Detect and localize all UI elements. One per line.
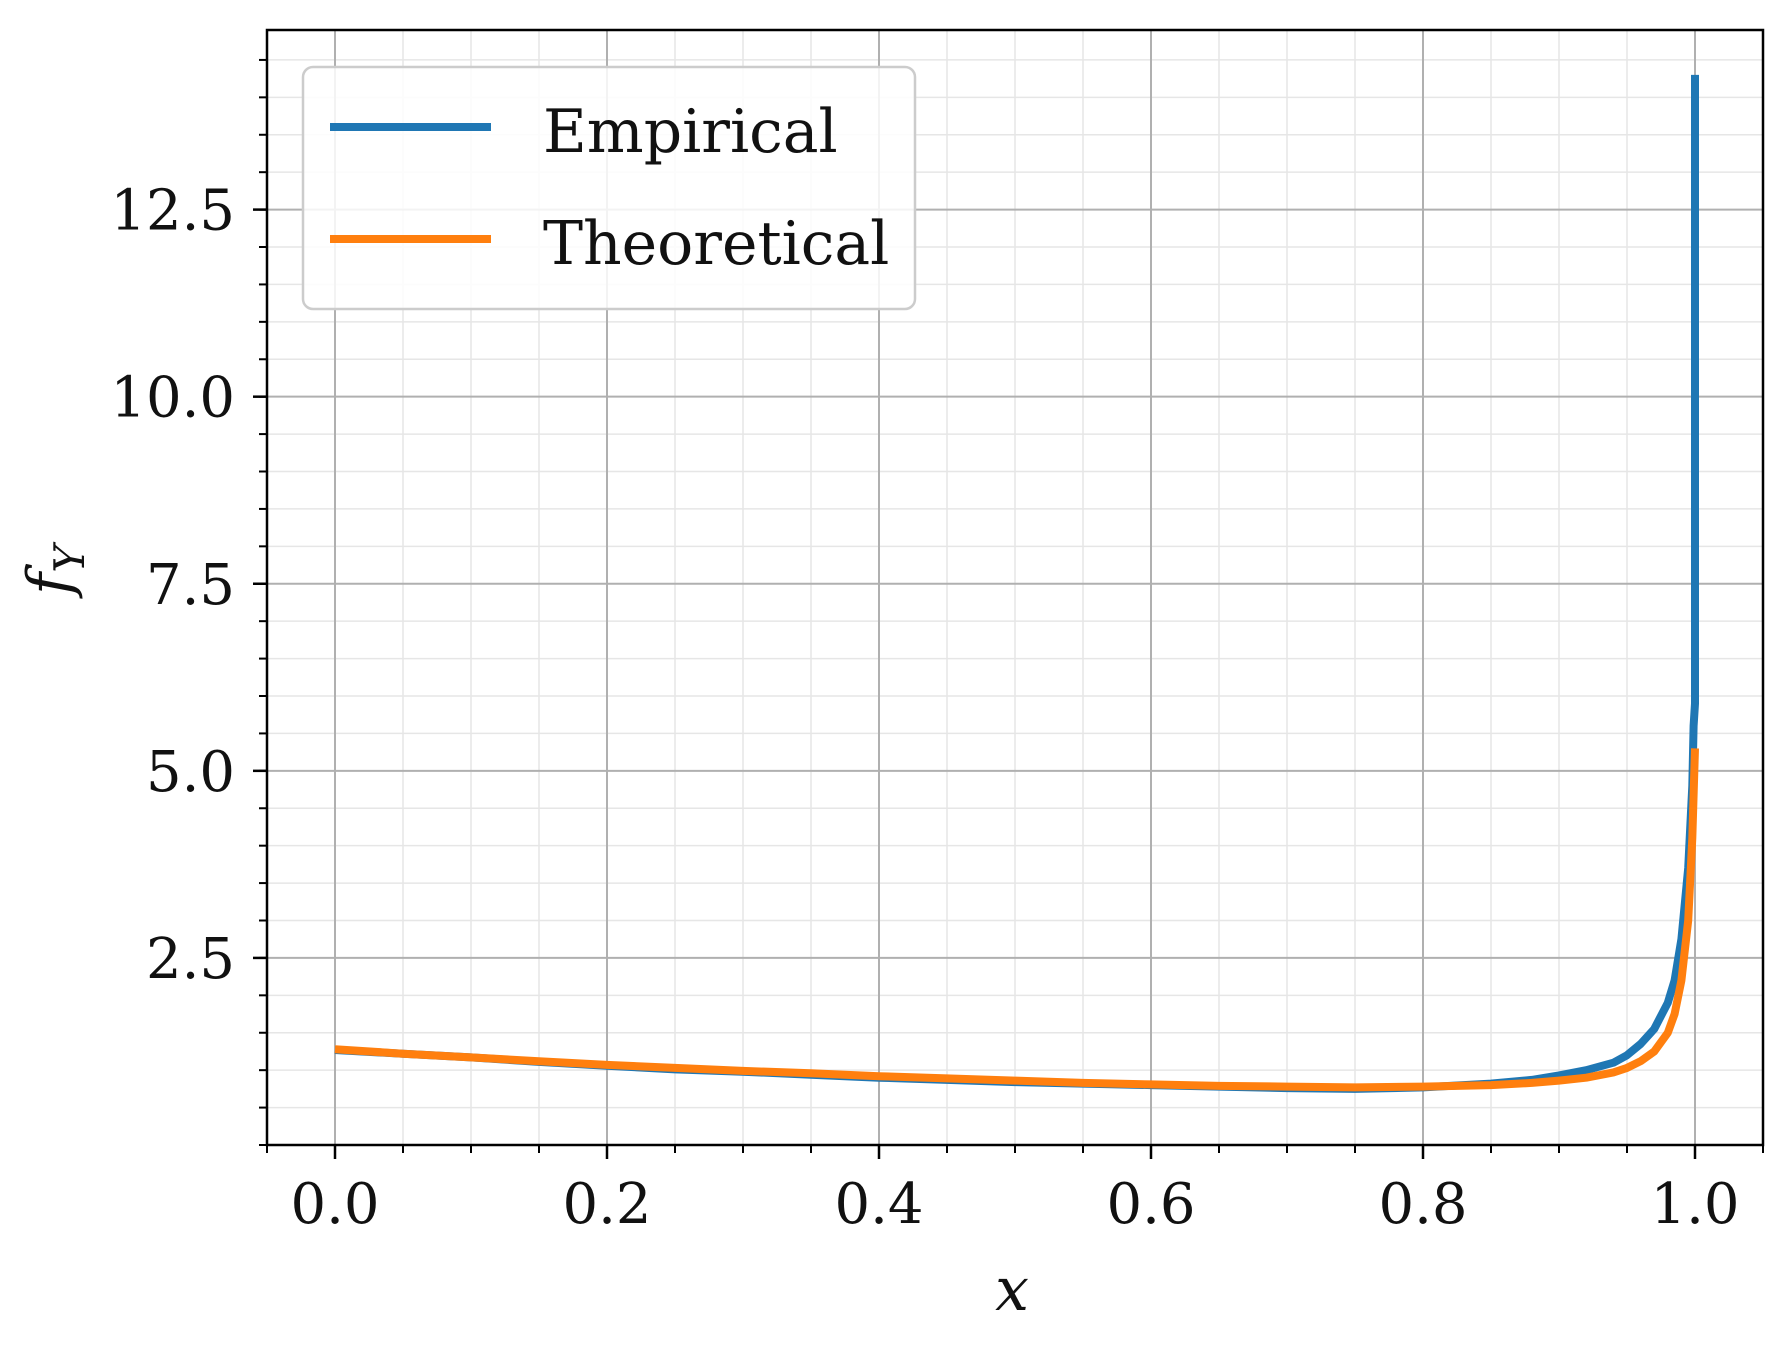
y-tick-label: 7.5 xyxy=(146,553,235,618)
series-line-theoretical xyxy=(334,748,1699,1092)
svg-text:fY: fY xyxy=(15,541,94,599)
y-tick-label: 5.0 xyxy=(146,740,235,805)
series-layer xyxy=(334,74,1699,1093)
x-tick-label: 1.0 xyxy=(1650,1172,1739,1237)
legend: Empirical Theoretical xyxy=(301,65,917,311)
x-tick-label: 0.2 xyxy=(562,1172,651,1237)
y-axis-label: fY xyxy=(15,541,94,599)
x-tick-label: 0.4 xyxy=(834,1172,923,1237)
y-tick-label: 2.5 xyxy=(146,927,235,992)
x-tick-label: 0.8 xyxy=(1378,1172,1467,1237)
x-tick-label: 0.0 xyxy=(290,1172,379,1237)
y-tick-label: 12.5 xyxy=(110,179,235,244)
x-axis-label: x xyxy=(995,1255,1029,1325)
legend-label-theoretical: Theoretical xyxy=(543,209,889,279)
axis-ticks xyxy=(253,58,1764,1159)
tick-labels: 0.0 0.2 0.4 0.6 0.8 1.0 2.5 5.0 7.5 10.0 12.5 xyxy=(110,179,1739,1237)
legend-label-empirical: Empirical xyxy=(543,97,838,167)
y-tick-label: 10.0 xyxy=(110,366,235,431)
y-axis-label-subscript: Y xyxy=(45,541,94,573)
x-tick-label: 0.6 xyxy=(1106,1172,1195,1237)
